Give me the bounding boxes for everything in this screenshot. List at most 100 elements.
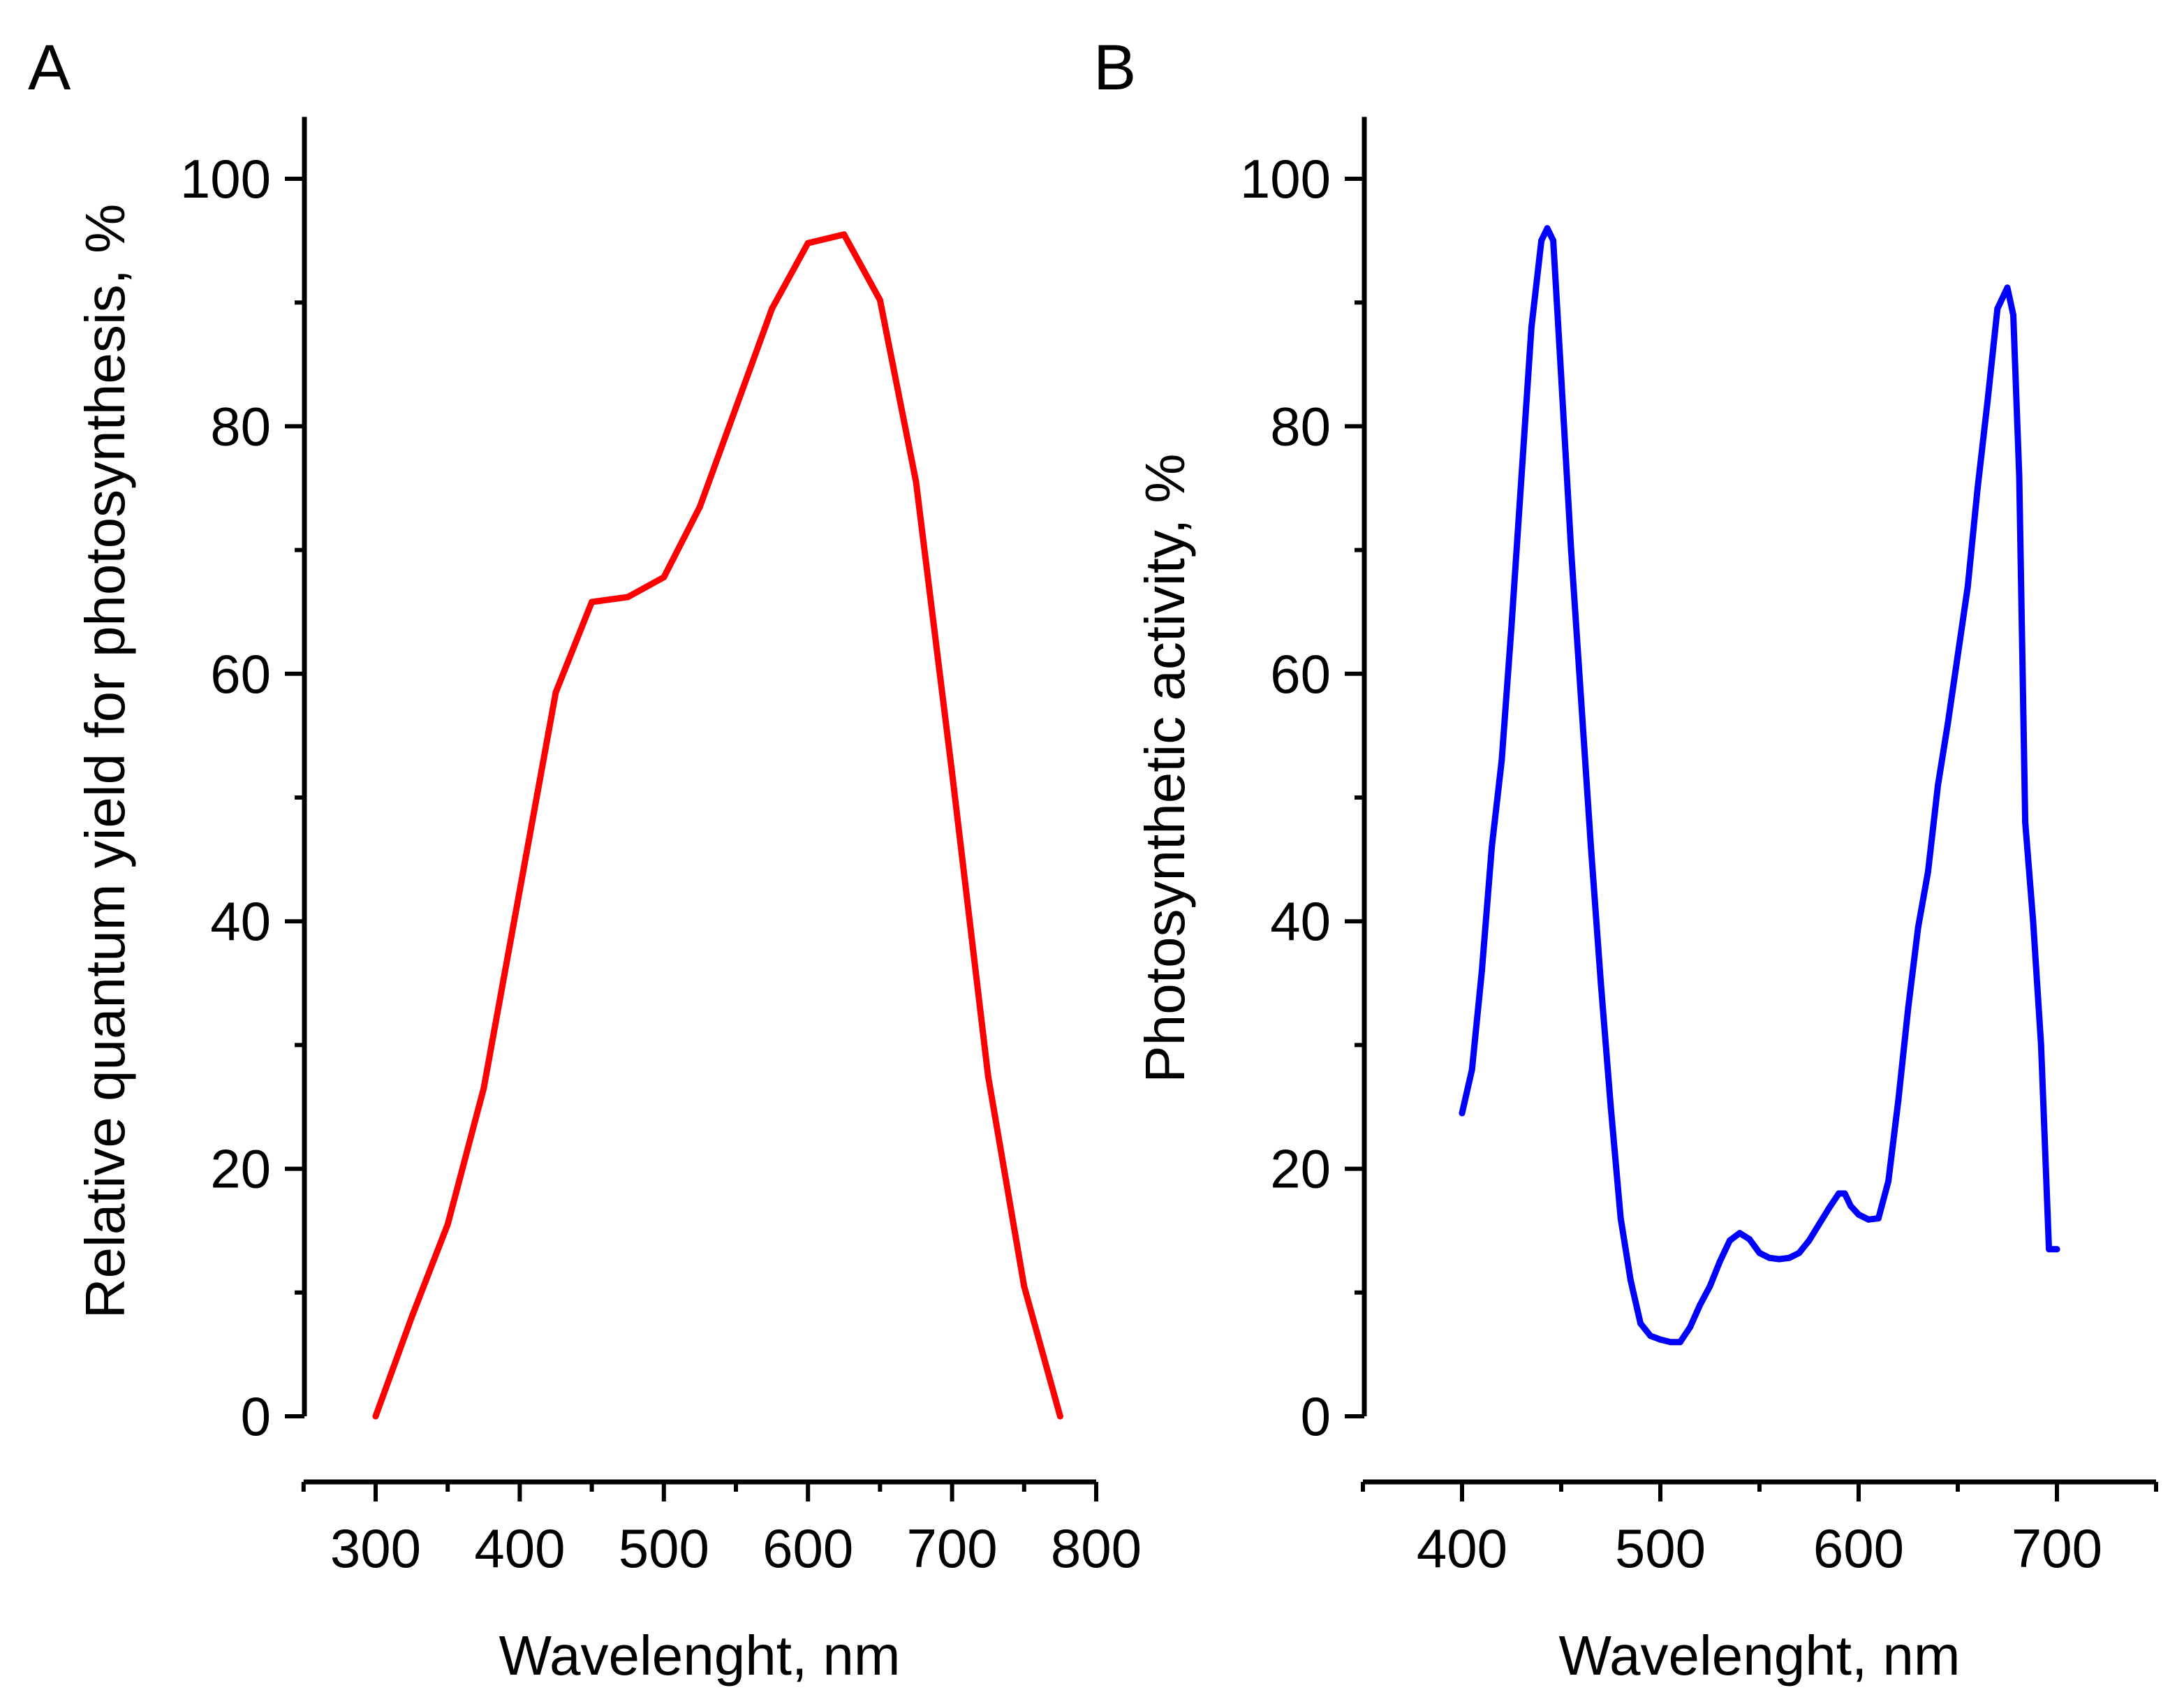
panel-b-chart: B Photosynthetic activity, % Wavelenght,… — [1093, 32, 2158, 1687]
panel-b-data-point — [1974, 485, 1981, 492]
panel-a-x-tick-label: 500 — [619, 1518, 709, 1579]
panel-b-data-point — [1895, 1097, 1902, 1104]
panel-b-data-point — [1914, 924, 1921, 931]
panel-a-data-point — [841, 231, 848, 238]
panel-a-data-point — [552, 689, 559, 696]
panel-b-data-point — [1598, 980, 1604, 987]
panel-b-data-point — [2004, 284, 2011, 291]
panel-b-data-point — [1627, 1277, 1634, 1284]
panel-a-x-tick-label: 700 — [907, 1518, 998, 1579]
panel-b-data-point — [1637, 1320, 1644, 1327]
panel-a-data-point — [804, 240, 811, 247]
panel-b-data-point — [1687, 1323, 1694, 1330]
panel-a-y-tick-label: 100 — [180, 148, 271, 210]
panel-a-x-tick-label: 300 — [330, 1518, 421, 1579]
panel-a-data-point — [372, 1413, 379, 1420]
panel-b-data-point — [1841, 1190, 1848, 1197]
panel-b-y-axis-title: Photosynthetic activity, % — [1134, 453, 1196, 1082]
panel-b-data-point — [1489, 844, 1496, 851]
panel-a-data-point — [480, 1085, 487, 1092]
panel-a-data-point — [661, 574, 667, 581]
panel-a-y-tick-label: 60 — [210, 643, 271, 705]
panel-b-data-point — [1498, 757, 1505, 764]
panel-a-data-point — [769, 305, 776, 312]
panel-b-data-point — [2037, 1041, 2044, 1048]
panel-b-data-point — [1550, 237, 1557, 244]
panel-a-data-point — [408, 1314, 415, 1321]
panel-b-x-tick-label: 400 — [1417, 1518, 1507, 1579]
panel-a-label: A — [28, 32, 71, 103]
panel-a-y-axis-title: Relative quantum yield for photosynthesi… — [74, 204, 136, 1319]
panel-b-y-tick-label: 60 — [1270, 643, 1331, 705]
panel-b-data-point — [1994, 305, 2001, 312]
panel-b-data-point — [2046, 1246, 2053, 1253]
panel-b-data-point — [1905, 1004, 1912, 1011]
panel-b-data-point — [1518, 472, 1525, 479]
panel-b-data-point — [1865, 1216, 1872, 1223]
panel-b-data-point — [1825, 1205, 1832, 1212]
panel-b-data-point — [1538, 237, 1545, 244]
panel-b-data-point — [1588, 844, 1595, 851]
panel-b-data-point — [1756, 1249, 1763, 1256]
panel-b-data-point — [2016, 472, 2023, 479]
panel-a-data-point — [589, 598, 596, 605]
panel-a-x-tick-label: 400 — [474, 1518, 565, 1579]
panel-b-x-tick-label: 600 — [1813, 1518, 1904, 1579]
panel-b-data-point — [1855, 1211, 1862, 1218]
panel-a-data-point — [1056, 1413, 1063, 1420]
panel-b-y-tick-label: 0 — [1301, 1386, 1331, 1447]
panel-a-data-point — [516, 887, 523, 894]
panel-a-x-tick-label: 600 — [762, 1518, 853, 1579]
panel-b-data-point — [1697, 1302, 1704, 1308]
panel-a-data-point — [913, 478, 920, 485]
panel-a-data-point — [624, 594, 631, 601]
panel-a-data-point — [444, 1221, 451, 1228]
panel-b-x-tick-label: 700 — [2012, 1518, 2102, 1579]
panel-b-x-axis-title: Wavelenght, nm — [1558, 1624, 1960, 1687]
panel-b-y-tick-label: 40 — [1270, 890, 1331, 952]
panel-b-data-point — [1945, 720, 1951, 727]
panel-b-data-point — [1459, 1110, 1466, 1117]
panel-b-data-point — [1885, 1177, 1892, 1184]
panel-b-data-point — [1617, 1215, 1624, 1221]
panel-b-data-point — [2010, 311, 2016, 318]
panel-b-data-point — [1544, 225, 1551, 232]
panel-a-x-tick-label: 800 — [1051, 1518, 1142, 1579]
panel-a-data-point — [1021, 1283, 1028, 1290]
panel-a-data-point — [949, 770, 956, 777]
panel-a-data-point — [696, 504, 703, 511]
panel-a-chart: A Relative quantum yield for photosynthe… — [28, 32, 1142, 1687]
panel-a-data-point — [984, 1073, 991, 1080]
panel-b-y-tick-label: 80 — [1270, 395, 1331, 457]
panel-b-data-point — [1786, 1254, 1793, 1261]
panel-b-data-point — [1847, 1203, 1854, 1210]
panel-b-data-point — [2030, 918, 2037, 925]
panel-b-data-point — [1746, 1236, 1753, 1243]
panel-a-y-tick-label: 0 — [241, 1386, 271, 1447]
panel-b-data-point — [1716, 1258, 1723, 1265]
panel-b-data-point — [1796, 1249, 1803, 1256]
panel-b-data-point — [1924, 868, 1931, 875]
panel-b-data-point — [1657, 1336, 1664, 1343]
panel-b-data-point — [1776, 1256, 1783, 1263]
panel-a-data-point — [876, 297, 883, 304]
panel-b-data-point — [1984, 398, 1991, 405]
panel-b-data-point — [1667, 1339, 1674, 1346]
panel-b-data-point — [1964, 584, 1971, 591]
panel-b-y-tick-label: 100 — [1240, 148, 1331, 210]
panel-a-series-line — [372, 231, 1063, 1420]
panel-b-data-point — [1508, 621, 1515, 628]
panel-a-y-tick-label: 20 — [210, 1138, 271, 1200]
panel-b-data-point — [1726, 1237, 1733, 1244]
panel-b-data-point — [1577, 695, 1584, 702]
panel-b-data-point — [1528, 324, 1535, 331]
panel-b-data-point — [1935, 781, 1942, 788]
panel-b-data-point — [1607, 1103, 1614, 1110]
panel-b-data-point — [2053, 1246, 2060, 1253]
panel-b-data-point — [1567, 547, 1574, 554]
panel-a-y-tick-label: 40 — [210, 890, 271, 952]
panel-b-data-point — [1647, 1332, 1654, 1339]
panel-b-data-point — [1806, 1237, 1813, 1244]
